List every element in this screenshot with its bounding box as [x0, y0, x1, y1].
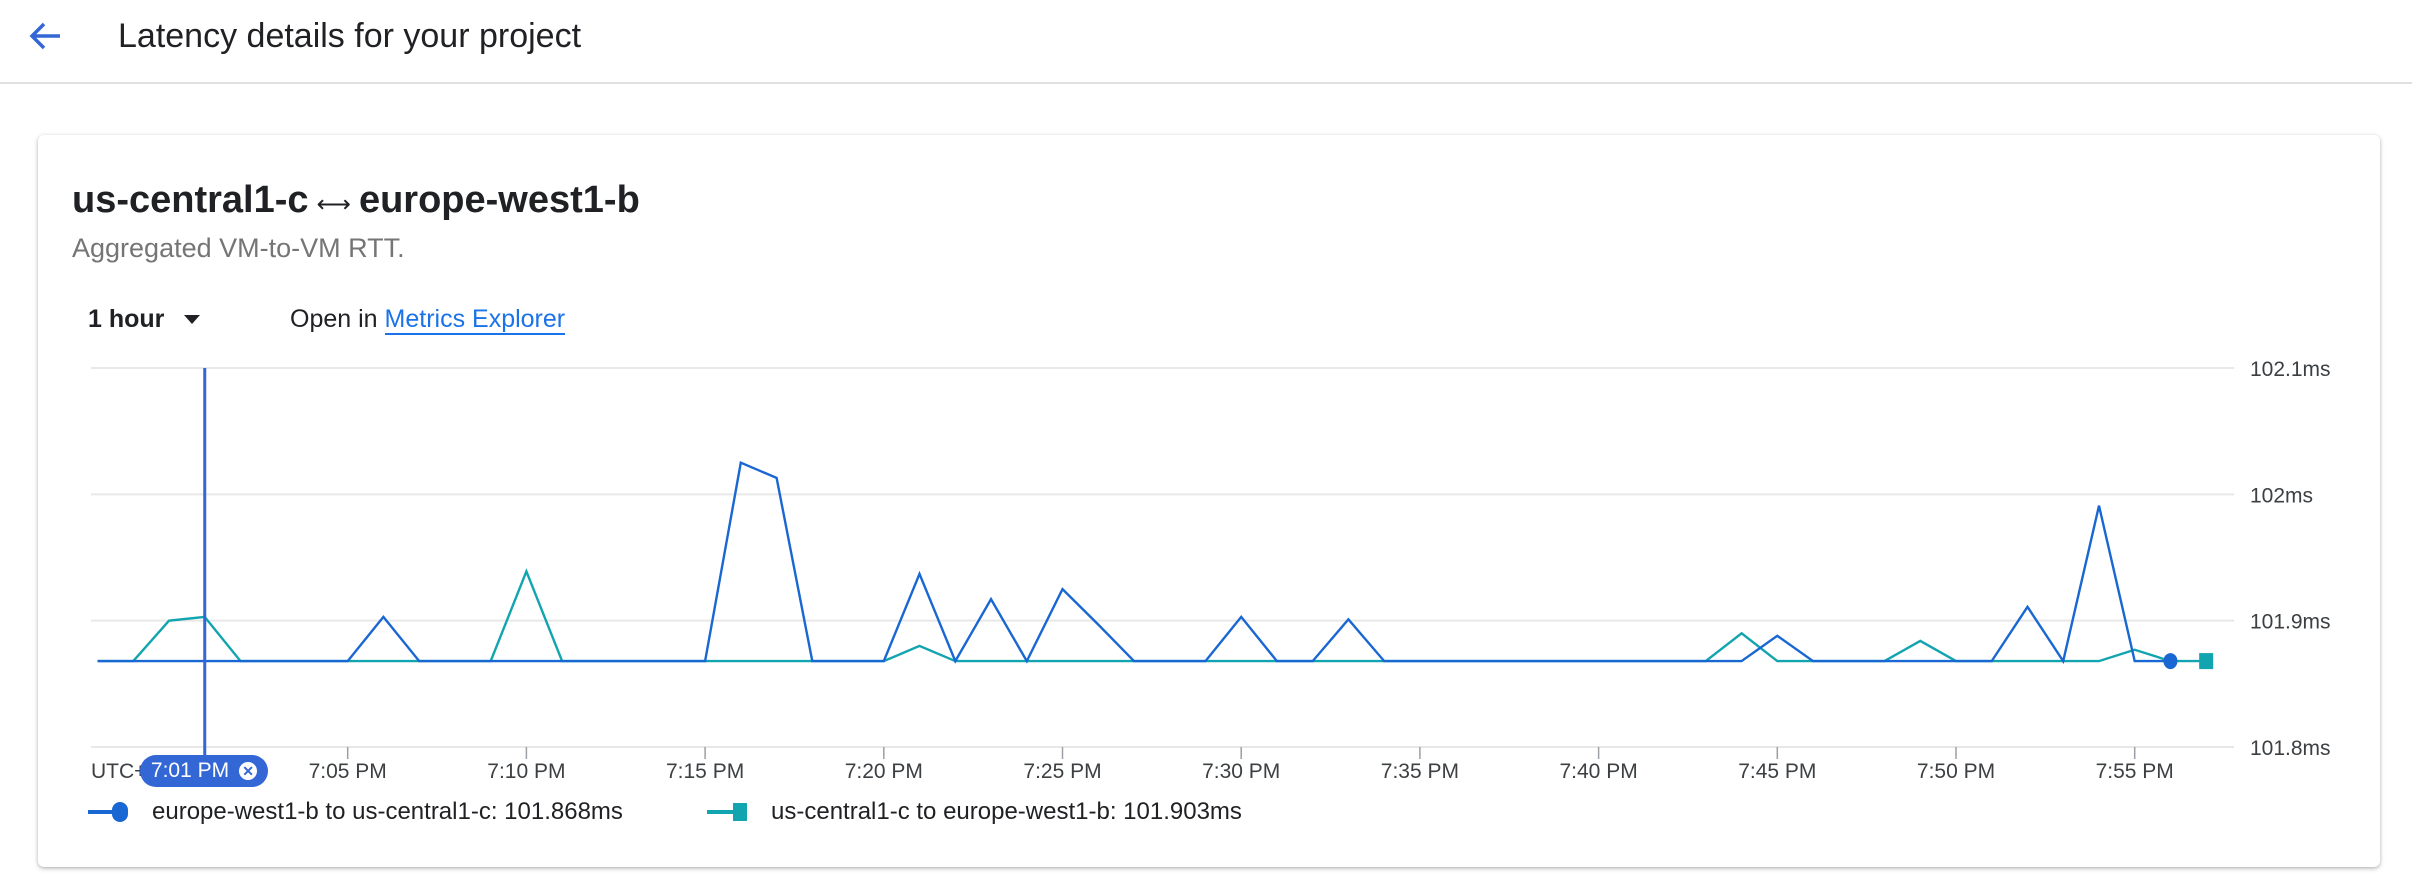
open-in-label: Open in	[290, 305, 378, 333]
series-line-us-to-europe	[97, 568, 2207, 663]
series-end-circle-marker	[2163, 653, 2178, 670]
close-circle-icon[interactable]: ✕	[239, 762, 258, 780]
x-tick-label: 7:25 PM	[1023, 760, 1101, 783]
page-title: Latency details for your project	[118, 17, 582, 55]
x-tick-label: 7:10 PM	[487, 760, 565, 783]
x-tick-label: 7:50 PM	[1917, 760, 1995, 783]
square-marker-icon	[707, 802, 747, 822]
x-tick-label: 7:05 PM	[309, 760, 387, 783]
caret-down-icon	[184, 315, 201, 324]
zone-b: europe-west1-b	[358, 179, 640, 221]
legend-series-value: 101.903ms	[1123, 798, 1242, 825]
circle-marker-icon	[88, 802, 128, 822]
y-tick-label: 102.1ms	[2250, 358, 2331, 381]
card-title: us-central1-c ⟷ europe-west1-b	[72, 177, 640, 228]
x-tick-label: 7:15 PM	[666, 760, 744, 783]
bidirectional-arrow-icon: ⟷	[316, 191, 351, 218]
y-tick-label: 101.9ms	[2250, 611, 2331, 634]
x-tick-label: 7:55 PM	[2096, 760, 2174, 783]
y-tick-label: 102ms	[2250, 484, 2313, 507]
zone-a: us-central1-c	[72, 179, 309, 221]
y-tick-label: 101.8ms	[2250, 737, 2331, 760]
x-tick-label: 7:45 PM	[1738, 760, 1816, 783]
legend-series-name: us-central1-c to europe-west1-b	[771, 798, 1110, 825]
x-tick-label: 7:20 PM	[845, 760, 923, 783]
metrics-explorer-link[interactable]: Metrics Explorer	[384, 305, 566, 335]
legend-item-us-to-europe[interactable]: us-central1-c to europe-west1-b: 101.903…	[707, 798, 1242, 826]
back-button[interactable]	[26, 16, 66, 56]
cursor-time-chip[interactable]: 7:01 PM ✕	[140, 755, 268, 787]
series-line-europe-to-us	[97, 461, 2171, 665]
open-in-text: Open in Metrics Explorer	[290, 305, 566, 335]
x-tick-label: 7:30 PM	[1202, 760, 1280, 783]
legend-item-europe-to-us[interactable]: europe-west1-b to us-central1-c: 101.868…	[88, 798, 623, 826]
legend-series-value: 101.868ms	[504, 798, 623, 825]
time-range-dropdown[interactable]: 1 hour	[88, 305, 201, 334]
series-end-square-marker	[2199, 653, 2214, 670]
arrow-back-icon	[29, 22, 60, 50]
x-tick-label: UTC+	[91, 760, 146, 783]
latency-card: us-central1-c ⟷ europe-west1-b Aggregated …	[38, 135, 2380, 867]
card-subtitle: Aggregated VM-to-VM RTT.	[72, 233, 405, 263]
page-header: Latency details for your project	[0, 0, 2412, 84]
time-range-label: 1 hour	[88, 305, 165, 333]
legend-series-name: europe-west1-b to us-central1-c	[152, 798, 491, 825]
x-tick-label: 7:40 PM	[1559, 760, 1637, 783]
x-tick-label: 7:35 PM	[1381, 760, 1459, 783]
cursor-time-label: 7:01 PM	[150, 759, 230, 782]
